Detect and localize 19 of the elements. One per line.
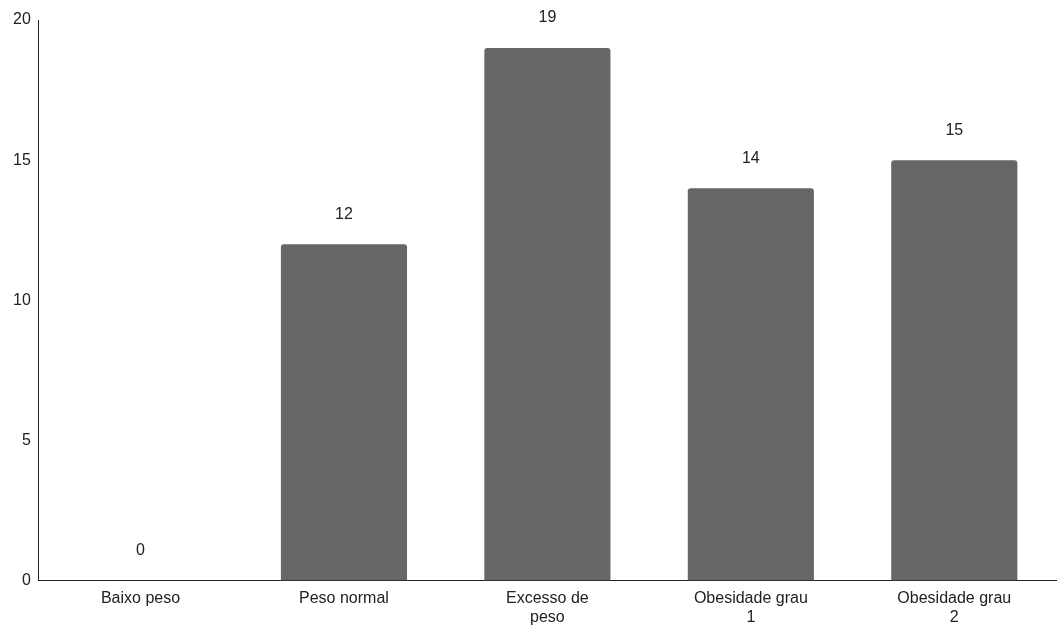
x-tick-label: Baixo peso bbox=[100, 588, 181, 606]
data-label: 15 bbox=[945, 120, 964, 138]
data-label: 19 bbox=[538, 8, 557, 26]
data-label: 14 bbox=[741, 148, 760, 166]
x-tick-label: Obesidade grau 1 bbox=[693, 588, 808, 625]
y-tick-label: 0 bbox=[21, 571, 31, 589]
x-tick-label: Peso normal bbox=[299, 588, 389, 606]
bar bbox=[891, 160, 1018, 581]
y-tick-label: 15 bbox=[13, 150, 31, 168]
data-label: 12 bbox=[335, 204, 353, 222]
x-tick-label: Excesso de peso bbox=[506, 588, 589, 625]
x-tick-label: Obesidade grau 2 bbox=[897, 588, 1012, 625]
bar bbox=[280, 244, 408, 581]
y-tick-label: 20 bbox=[13, 10, 31, 28]
y-tick-label: 5 bbox=[21, 430, 31, 448]
y-tick-label: 10 bbox=[13, 290, 31, 308]
data-label: 0 bbox=[136, 541, 146, 559]
bar bbox=[484, 48, 611, 581]
bar bbox=[687, 188, 814, 581]
